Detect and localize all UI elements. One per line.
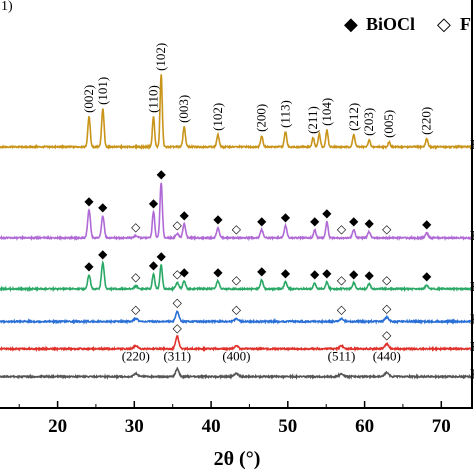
phase-marker-1-12: ◆: [322, 206, 332, 220]
series-line-4: [0, 334, 473, 353]
peak-label-5-2: (400): [222, 349, 250, 364]
phase-marker-4-0: ◇: [173, 321, 183, 335]
annotations-layer: BiO(002)(101)(110)(102)(003)(102)(200)(1…: [81, 43, 474, 383]
phase-marker-2-6: ◆: [180, 265, 190, 279]
phase-marker-2-13: ◇: [337, 273, 347, 287]
phase-marker-1-7: ◆: [213, 212, 223, 226]
x-tick-label-4: 60: [355, 416, 374, 437]
plot-frame: [0, 0, 473, 409]
phase-marker-1-11: ◆: [310, 214, 320, 228]
phase-marker-1-14: ◆: [349, 214, 359, 228]
phase-marker-3-0: ◇: [131, 303, 141, 317]
phase-marker-3-4: ◇: [382, 302, 392, 316]
peak-label-0-7: (113): [278, 100, 293, 128]
peak-label-0-0: (002): [81, 85, 96, 113]
phase-marker-1-13: ◇: [337, 222, 347, 236]
phase-marker-1-6: ◆: [180, 208, 190, 222]
x-tick-label-2: 40: [202, 416, 221, 437]
phase-marker-1-17: ◆: [422, 217, 432, 231]
peak-label-0-11: (203): [361, 108, 376, 136]
x-tick-label-3: 50: [278, 416, 297, 437]
phase-marker-2-9: ◆: [257, 264, 267, 278]
phase-marker-2-15: ◆: [365, 268, 375, 282]
legend-marker-biocl: ◆: [344, 14, 358, 34]
series-line-5: [0, 366, 473, 381]
peak-label-0-13: (220): [419, 107, 434, 135]
phase-marker-2-1: ◆: [98, 247, 108, 261]
phase-marker-4-1: ◇: [382, 328, 392, 342]
phase-marker-2-0: ◆: [84, 259, 94, 273]
peak-label-0-4: (003): [176, 95, 191, 123]
phase-marker-2-4: ◆: [157, 249, 167, 263]
phase-marker-1-16: ◇: [382, 222, 392, 236]
phase-marker-2-14: ◆: [349, 267, 359, 281]
phase-marker-2-16: ◇: [382, 273, 392, 287]
phase-marker-2-8: ◇: [232, 273, 242, 287]
peak-label-5-1: (311): [163, 349, 191, 364]
curves-layer: [0, 74, 473, 381]
phase-marker-1-4: ◆: [157, 167, 167, 181]
phase-marker-3-2: ◇: [232, 303, 242, 317]
legend-label-f: F: [460, 14, 471, 34]
phase-marker-2-2: ◇: [131, 270, 141, 284]
peak-label-0-10: (212): [346, 103, 361, 131]
peak-label-5-3: (511): [328, 349, 356, 364]
legend-marker-f: ◇: [437, 14, 451, 34]
peak-label-0-2: (110): [146, 85, 161, 113]
x-axis: 20 30 40 50 60 70: [18, 401, 451, 437]
series-line-2: [0, 260, 473, 293]
phase-marker-2-5: ◇: [173, 267, 183, 281]
phase-marker-1-2: ◇: [131, 220, 141, 234]
phase-marker-1-15: ◆: [365, 216, 375, 230]
peak-label-5-4: (440): [373, 349, 401, 364]
phase-marker-1-1: ◆: [98, 200, 108, 214]
peak-label-0-6: (200): [254, 104, 269, 132]
x-tick-label-1: 30: [125, 416, 144, 437]
peak-label-0-8: (211): [305, 106, 320, 134]
phase-marker-2-12: ◆: [322, 266, 332, 280]
legend-label-biocl: BiOCl: [366, 14, 415, 34]
phase-marker-3-3: ◇: [337, 303, 347, 317]
series-line-0: [0, 74, 473, 151]
peak-label-0-3: (102): [153, 43, 168, 71]
peak-label-5-0: (220): [122, 349, 150, 364]
series-line-1: [0, 182, 473, 242]
x-axis-title: 2θ (°): [214, 448, 261, 470]
phase-marker-1-0: ◆: [84, 194, 94, 208]
phase-marker-1-5: ◇: [173, 218, 183, 232]
peak-label-0-12: (005): [381, 110, 396, 138]
peak-label-0-5: (102): [210, 103, 225, 131]
phase-marker-1-9: ◆: [257, 214, 267, 228]
phase-marker-3-1: ◇: [173, 296, 183, 310]
panel-label: 1): [1, 0, 13, 14]
x-tick-label-0: 20: [48, 416, 67, 437]
phase-marker-1-10: ◆: [281, 210, 291, 224]
series-line-3: [0, 310, 473, 326]
phase-marker-2-17: ◆: [422, 269, 432, 283]
phase-marker-1-3: ◆: [149, 196, 159, 210]
x-tick-label-5: 70: [432, 416, 451, 437]
phase-marker-2-10: ◆: [281, 266, 291, 280]
phase-marker-2-11: ◆: [310, 267, 320, 281]
legend: ◆ BiOCl ◇ F: [344, 14, 471, 34]
peak-label-0-9: (104): [319, 98, 334, 126]
phase-marker-1-8: ◇: [232, 222, 242, 236]
peak-label-0-1: (101): [95, 77, 110, 105]
phase-marker-2-3: ◆: [149, 258, 159, 272]
phase-marker-2-7: ◆: [213, 265, 223, 279]
